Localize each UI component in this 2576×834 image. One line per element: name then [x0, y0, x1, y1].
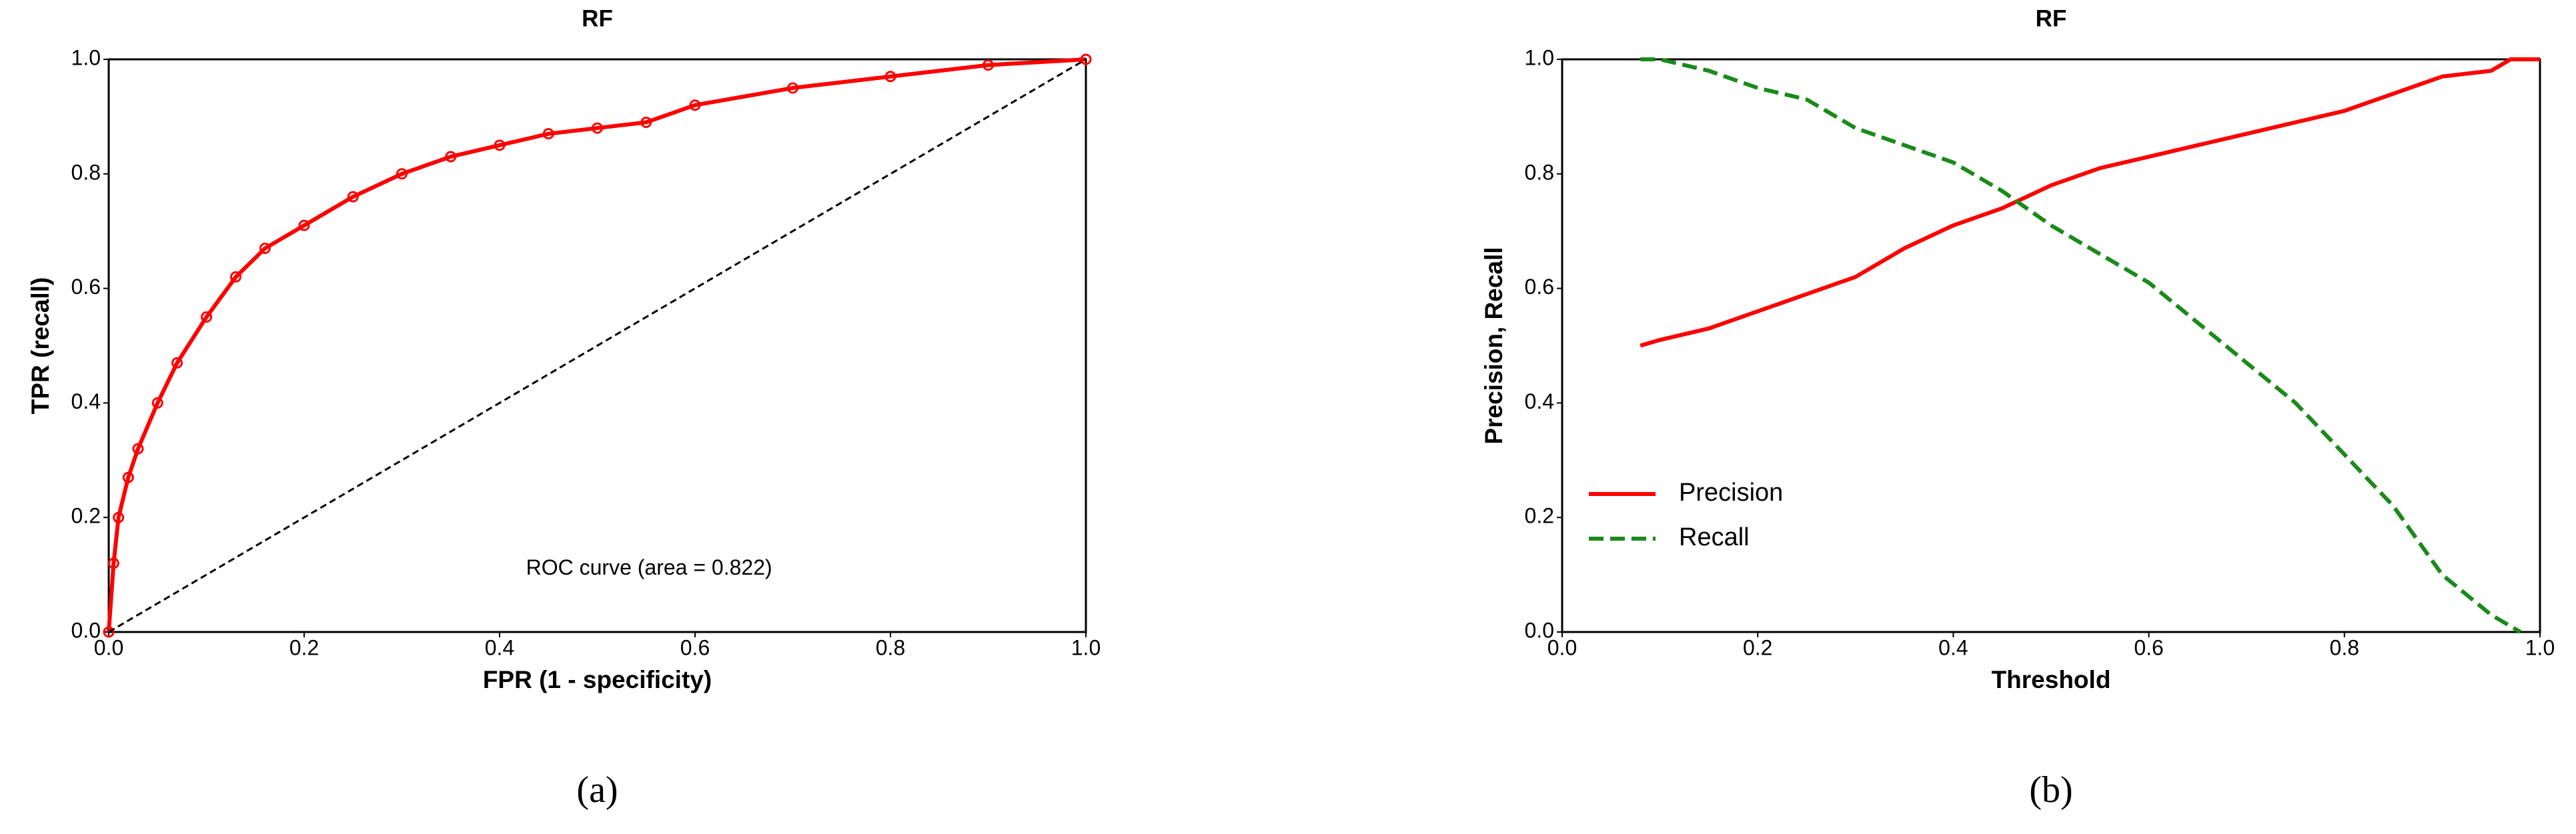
x-axis-label: Threshold: [1992, 666, 2111, 693]
series-point: [103, 626, 115, 638]
series-point: [107, 557, 119, 569]
series-point: [592, 122, 603, 134]
series-point: [494, 139, 506, 151]
series-point: [201, 311, 212, 323]
series-point: [396, 168, 408, 180]
series-point: [640, 116, 652, 128]
x-tick-label: 0.6: [680, 635, 710, 659]
series-point: [171, 357, 183, 369]
y-tick-label: 0.0: [71, 618, 101, 642]
annotation: ROC curve (area = 0.822): [526, 555, 772, 579]
series-point: [1080, 53, 1092, 65]
x-tick-label: 0.6: [2134, 635, 2163, 659]
series-line: [107, 57, 1087, 633]
x-axis-label: FPR (1 - specificity): [483, 666, 712, 693]
series-point: [229, 271, 241, 283]
y-axis-label: Precision, Recall: [1480, 247, 1507, 444]
series-point: [298, 219, 310, 231]
series-point: [151, 397, 163, 409]
panel-label: (b): [2029, 769, 2072, 811]
y-tick-label: 0.2: [71, 504, 101, 528]
y-tick-label: 0.0: [1525, 618, 1554, 642]
chart-title: RF: [2036, 5, 2067, 31]
x-tick-label: 0.0: [94, 635, 123, 659]
y-tick-label: 0.2: [1525, 504, 1554, 528]
series-point: [122, 471, 134, 483]
series-line: [1640, 57, 2522, 634]
y-tick-label: 0.4: [71, 389, 101, 413]
y-tick-label: 0.8: [71, 160, 101, 184]
plot-frame: [1561, 58, 2541, 633]
series-point: [445, 151, 457, 163]
y-tick-label: 0.6: [71, 275, 101, 299]
x-tick-label: 0.2: [289, 635, 319, 659]
y-tick-label: 1.0: [71, 45, 101, 69]
x-tick-label: 0.4: [485, 635, 514, 659]
x-tick-label: 0.0: [1547, 635, 1577, 659]
legend-label: Recall: [1679, 523, 1750, 551]
series-point: [983, 59, 994, 71]
series-point: [132, 443, 144, 455]
series-point: [689, 99, 701, 111]
y-tick-label: 0.6: [1525, 275, 1554, 299]
legend-label: Precision: [1679, 479, 1783, 507]
plot-frame: [107, 58, 1087, 633]
series-line: [108, 58, 1087, 633]
x-tick-label: 1.0: [1071, 635, 1101, 659]
chart-title: RF: [582, 5, 613, 31]
y-tick-label: 0.4: [1525, 389, 1554, 413]
x-tick-label: 1.0: [2525, 635, 2555, 659]
series-line: [1640, 57, 2540, 348]
y-tick-label: 1.0: [1525, 45, 1554, 69]
series-point: [259, 242, 271, 254]
series-point: [884, 71, 896, 83]
x-tick-label: 0.4: [1938, 635, 1968, 659]
x-tick-label: 0.8: [876, 635, 905, 659]
x-tick-label: 0.2: [1743, 635, 1772, 659]
series-point: [113, 511, 125, 523]
y-axis-label: TPR (recall): [27, 277, 54, 415]
x-tick-label: 0.8: [2330, 635, 2359, 659]
y-tick-label: 0.8: [1525, 160, 1554, 184]
panel-label: (a): [576, 769, 618, 811]
series-point: [542, 128, 554, 140]
series-point: [787, 82, 798, 94]
series-point: [347, 191, 359, 203]
